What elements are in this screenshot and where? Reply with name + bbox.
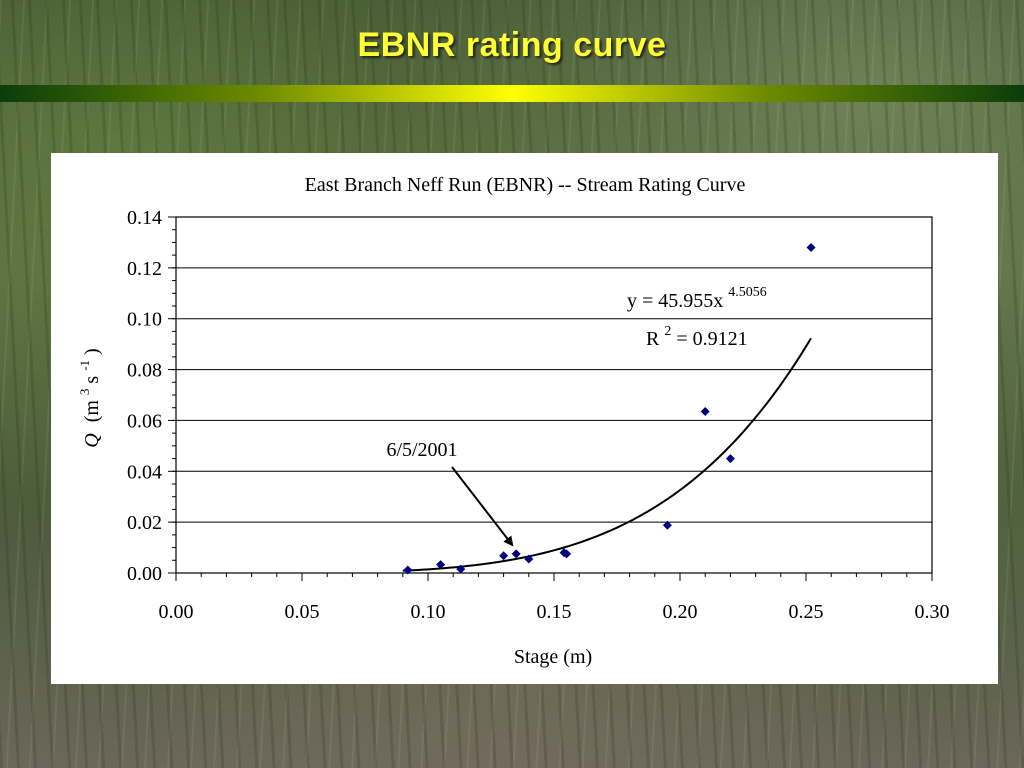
data-point (511, 549, 521, 559)
chart-panel: 0.00 0.05 0.10 0.15 0.20 0.25 0.30 0.00 0.02 0.0… (51, 153, 998, 684)
plot-area-frame (175, 216, 933, 574)
y-tick-label: 0.08 (127, 360, 162, 382)
y-axis-unit-exp1: 3 (77, 389, 92, 396)
slide-title: EBNR rating curve (357, 26, 667, 64)
y-axis-unit-s: s (81, 376, 103, 384)
y-tick-label: 0.10 (127, 309, 162, 331)
x-tick-label: 0.05 (285, 601, 320, 623)
data-point (456, 564, 466, 574)
data-point (700, 407, 710, 417)
data-point (403, 565, 413, 575)
data-points (403, 243, 816, 575)
y-tick-label: 0.14 (127, 207, 162, 229)
y-tick-label: 0.12 (127, 258, 162, 280)
data-point (806, 243, 816, 253)
data-point (499, 551, 509, 561)
axis-ticks (168, 216, 933, 581)
x-tick-label: 0.10 (411, 601, 446, 623)
r2-value: = 0.9121 (676, 328, 747, 350)
gridlines (176, 216, 932, 574)
chart-title: East Branch Neff Run (EBNR) -- Stream Ra… (305, 174, 746, 196)
x-tick-label: 0.00 (159, 601, 194, 623)
x-tick-labels: 0.00 0.05 0.10 0.15 0.20 0.25 0.30 (159, 601, 950, 623)
trend-equation: y = 45.955x 4.5056 (627, 285, 767, 312)
x-tick-label: 0.20 (663, 601, 698, 623)
y-axis-unit-open: (m (81, 400, 103, 423)
y-tick-label: 0.06 (127, 410, 162, 432)
trendline (402, 337, 812, 572)
y-axis-symbol: Q (81, 433, 103, 448)
annotation-arrow (451, 466, 514, 547)
trend-equation-base: y = 45.955x (627, 290, 723, 312)
x-tick-label: 0.30 (915, 601, 950, 623)
title-divider-bar (0, 85, 1024, 102)
x-axis-label: Stage (m) (514, 646, 592, 668)
data-point (436, 560, 446, 570)
y-axis-label: Q (m 3 s -1 ) (72, 348, 103, 447)
y-tick-label: 0.04 (127, 461, 162, 483)
r2-exponent: 2 (664, 324, 671, 339)
trend-equation-exponent: 4.5056 (728, 285, 767, 300)
rating-curve-chart: 0.00 0.05 0.10 0.15 0.20 0.25 0.30 0.000.020.0… (72, 174, 950, 668)
data-point (562, 549, 572, 559)
y-tick-label: 0.02 (127, 512, 162, 534)
r2-prefix: R (646, 328, 660, 350)
data-point (524, 554, 534, 564)
y-axis-unit-exp2: -1 (77, 360, 92, 371)
annotation-label: 6/5/2001 (386, 439, 457, 461)
x-tick-label: 0.15 (537, 601, 572, 623)
data-point (725, 454, 735, 464)
y-tick-labels: 0.00 0.02 0.04 0.06 0.08 0.10 0.12 0.14 (127, 207, 162, 585)
y-axis-unit-close: ) (81, 348, 103, 355)
x-tick-label: 0.25 (789, 601, 824, 623)
y-tick-label: 0.00 (127, 563, 162, 585)
data-point (662, 520, 672, 530)
trend-r-squared: R 2 = 0.9121 (646, 318, 748, 350)
